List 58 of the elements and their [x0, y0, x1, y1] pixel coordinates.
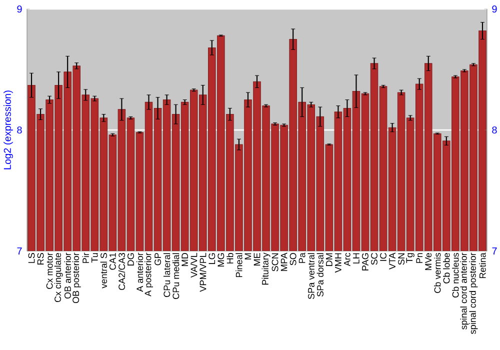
x-tick-label: Arc [344, 252, 350, 266]
x-tick-label: CA1 [109, 253, 116, 270]
x-tick-label: VA/VL [190, 252, 198, 278]
x-tick-label: MG [218, 253, 224, 266]
x-tick-label: Tg [406, 253, 414, 263]
x-tick-label: Pa [298, 252, 306, 263]
x-tick-label: LG [208, 253, 216, 264]
x-tick-label: Pituitary [262, 252, 270, 285]
x-tick-label: SPa ventral [308, 253, 314, 300]
y-axis-title: Log2 (expression) [4, 90, 13, 170]
y-tick-label: 7 [17, 248, 22, 254]
x-tick-label: RS [37, 253, 44, 264]
x-tick-label: OB anterior [64, 252, 71, 299]
x-tick-label: OB posterior [72, 252, 81, 304]
x-tick-label: MVe [425, 253, 432, 270]
x-tick-label: Retina [479, 252, 486, 278]
x-tick-label: GP [154, 253, 161, 266]
x-tick-label: Cx motor [46, 252, 53, 289]
x-tick-label: Cx cingulate [54, 253, 63, 302]
x-tick-label: ME [254, 252, 260, 266]
x-tick-label: ventral S [100, 253, 107, 288]
x-tick-label: Cb nucleus [452, 252, 459, 298]
y2-tick-label: 7 [492, 248, 497, 254]
x-tick-label: DM [326, 253, 332, 266]
x-tick-label: M [244, 253, 252, 260]
x-tick-label: LS [28, 253, 35, 263]
x-tick-label: VMH [335, 253, 342, 273]
x-tick-label: VPM/VPL [200, 252, 206, 292]
x-tick-label: LH [353, 253, 360, 264]
x-tick-label: Tu [91, 253, 98, 263]
x-tick-label: Cb vermis [434, 252, 441, 293]
x-tick-label: A posterior [144, 252, 153, 296]
x-tick-label: CPu medial [172, 253, 180, 300]
x-tick-label: A anterior [136, 252, 144, 292]
x-tick-label: Pineal [236, 253, 242, 278]
x-tick-label: SC [371, 252, 378, 265]
x-tick-label: MD [182, 253, 188, 266]
x-tick-label: SO [290, 253, 296, 266]
x-tick-label: IC [380, 252, 386, 261]
x-tick-label: CA2/CA3 [118, 253, 126, 290]
y2-tick-label: 8 [492, 126, 497, 134]
x-tick-label: spinal cord posterior [469, 252, 478, 334]
x-tick-label: Cb lobe [443, 253, 450, 284]
y2-tick-label: 9 [492, 5, 497, 13]
x-tick-label: DG [128, 253, 134, 266]
x-tick-label: Pn [416, 253, 422, 263]
x-tick-label: SN [398, 253, 405, 265]
x-tick-label: Pir [82, 252, 89, 263]
x-tick-label: SCN [272, 253, 278, 272]
x-tick-label: MPA [280, 252, 288, 271]
x-tick-label: VTA [389, 252, 396, 270]
x-tick-label: Hb [226, 252, 234, 264]
y-tick-label: 9 [17, 5, 22, 13]
x-tick-label: CPu lateral [163, 253, 170, 297]
x-tick-label: SPa dorsal [316, 253, 324, 297]
y-tick-label: 8 [17, 126, 22, 134]
x-tick-label: PAG [362, 253, 368, 270]
x-tick-label: spinal cord anterior [460, 252, 469, 330]
